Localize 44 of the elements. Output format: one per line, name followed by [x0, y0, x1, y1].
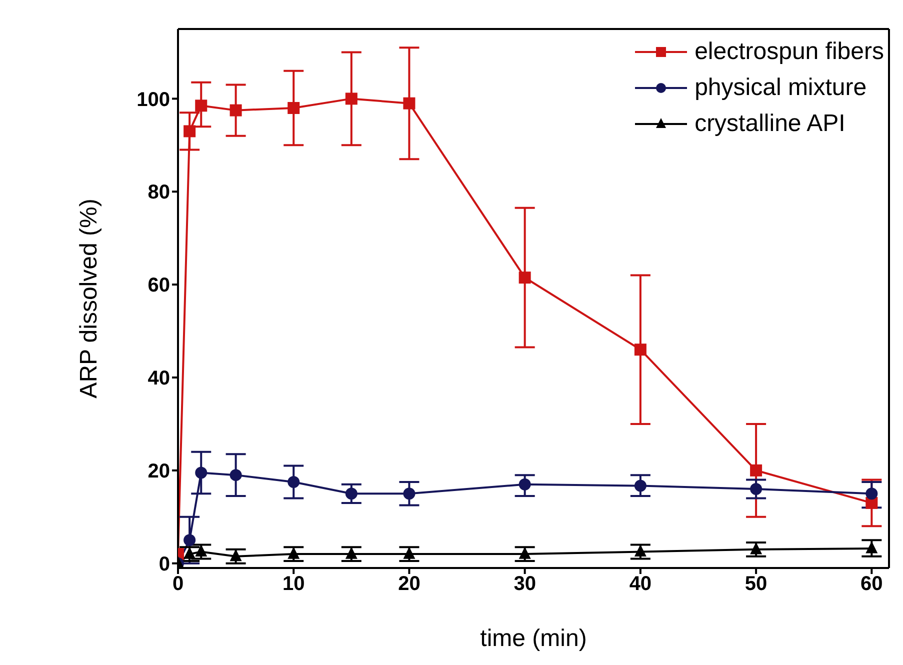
point: [750, 542, 762, 554]
x-tick-label: 40: [629, 573, 652, 596]
point: [230, 469, 242, 482]
y-axis-title: ARP dissolved (%): [76, 198, 103, 398]
x-axis-title: time (min): [480, 625, 587, 652]
point: [750, 483, 762, 496]
point: [345, 546, 358, 559]
y-tick-label: 20: [148, 460, 170, 483]
x-tick-label: 0: [172, 573, 184, 596]
point: [634, 344, 646, 356]
point: [230, 104, 242, 116]
point: [184, 125, 196, 138]
y-tick-label: 100: [136, 88, 170, 111]
point: [345, 92, 358, 105]
point: [866, 541, 878, 554]
x-tick-label: 60: [860, 573, 883, 596]
x-tick-label: 20: [398, 573, 420, 596]
x-tick-label: 10: [282, 573, 305, 596]
x-tick-label: 50: [744, 573, 768, 596]
point: [288, 102, 300, 114]
point: [634, 480, 646, 492]
point: [866, 488, 878, 500]
point: [403, 488, 416, 500]
legend-label: physical mixture: [694, 74, 867, 102]
y-tick-label: 40: [148, 368, 170, 390]
y-tick-label: 0: [158, 553, 170, 576]
point: [518, 478, 531, 490]
point: [518, 546, 531, 559]
point: [634, 544, 646, 557]
point: [750, 464, 762, 476]
point: [195, 100, 208, 112]
point: [230, 549, 242, 562]
point: [288, 476, 300, 488]
point: [288, 546, 300, 559]
point: [345, 488, 358, 500]
point: [518, 272, 531, 284]
point: [195, 466, 208, 479]
y-tick-label: 80: [148, 182, 170, 204]
x-tick-label: 30: [514, 573, 536, 596]
legend-label: crystalline API: [694, 110, 846, 138]
legend-label: electrospun fibers: [694, 38, 884, 66]
point: [403, 97, 416, 110]
point: [184, 534, 196, 546]
y-tick-label: 60: [148, 274, 170, 297]
